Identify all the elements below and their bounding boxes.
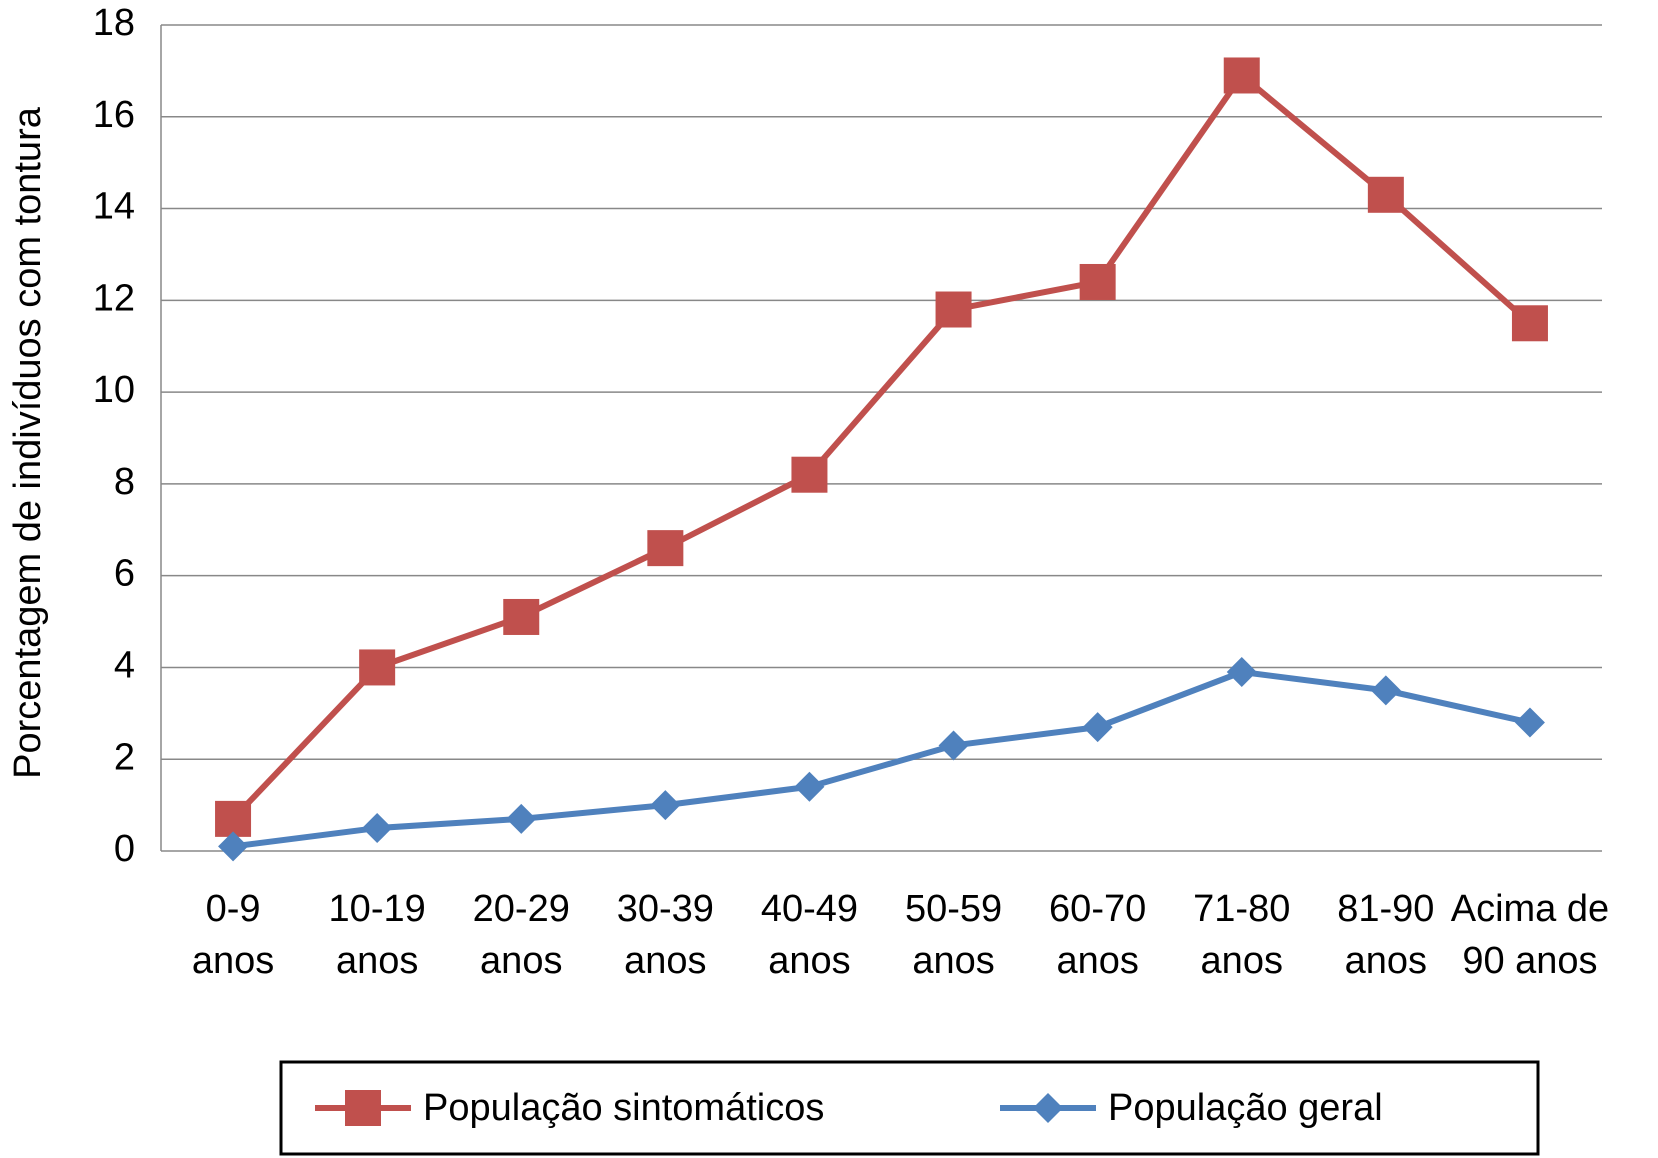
x-tick-label: 50-59 anos — [905, 888, 1002, 982]
legend-label: População sintomáticos — [423, 1087, 824, 1129]
marker — [935, 291, 972, 328]
legend-box — [279, 1060, 1540, 1156]
x-tick-label: Acima de 90 anos — [1451, 888, 1609, 982]
x-tick-label: 20-29 anos — [473, 888, 570, 982]
x-tick-label: 60-70 anos — [1049, 888, 1146, 982]
marker — [1223, 57, 1260, 94]
marker — [218, 831, 249, 862]
marker — [647, 530, 684, 567]
marker — [1226, 657, 1257, 688]
y-tick-label: 18 — [93, 2, 135, 44]
y-tick-label: 10 — [93, 369, 135, 411]
marker — [1511, 305, 1548, 342]
y-tick-label: 14 — [93, 186, 135, 228]
marker — [1082, 712, 1113, 743]
marker — [794, 771, 825, 802]
x-tick-label: 0-9 anos — [192, 888, 274, 982]
marker — [359, 649, 396, 686]
y-tick-label: 12 — [93, 277, 135, 319]
y-tick-label: 8 — [114, 461, 135, 503]
x-tick-label: 10-19 anos — [329, 888, 426, 982]
marker — [503, 598, 540, 635]
series-line — [230, 72, 1532, 821]
x-tick-label: 71-80 anos — [1193, 888, 1290, 982]
marker — [650, 790, 681, 821]
marker — [938, 730, 969, 761]
x-tick-label: 40-49 anos — [761, 888, 858, 982]
marker — [1370, 675, 1401, 706]
y-tick-label: 4 — [114, 644, 135, 686]
marker — [215, 800, 252, 837]
x-tick-label: 30-39 anos — [617, 888, 714, 982]
y-axis-label: Porcentagem de indivíduos com tontura — [7, 106, 49, 779]
y-tick-label: 6 — [114, 553, 135, 595]
marker — [1033, 1093, 1063, 1123]
y-tick-label: 0 — [114, 828, 135, 870]
marker — [791, 456, 828, 493]
marker — [1514, 707, 1545, 738]
legend-label: População geral — [1108, 1087, 1383, 1129]
series-line — [232, 669, 1531, 850]
y-tick-label: 16 — [93, 94, 135, 136]
marker — [362, 813, 393, 844]
marker — [1079, 263, 1116, 300]
marker — [1367, 176, 1404, 213]
marker — [345, 1090, 381, 1126]
marker — [506, 803, 537, 834]
x-tick-label: 81-90 anos — [1337, 888, 1434, 982]
y-tick-label: 2 — [114, 736, 135, 778]
